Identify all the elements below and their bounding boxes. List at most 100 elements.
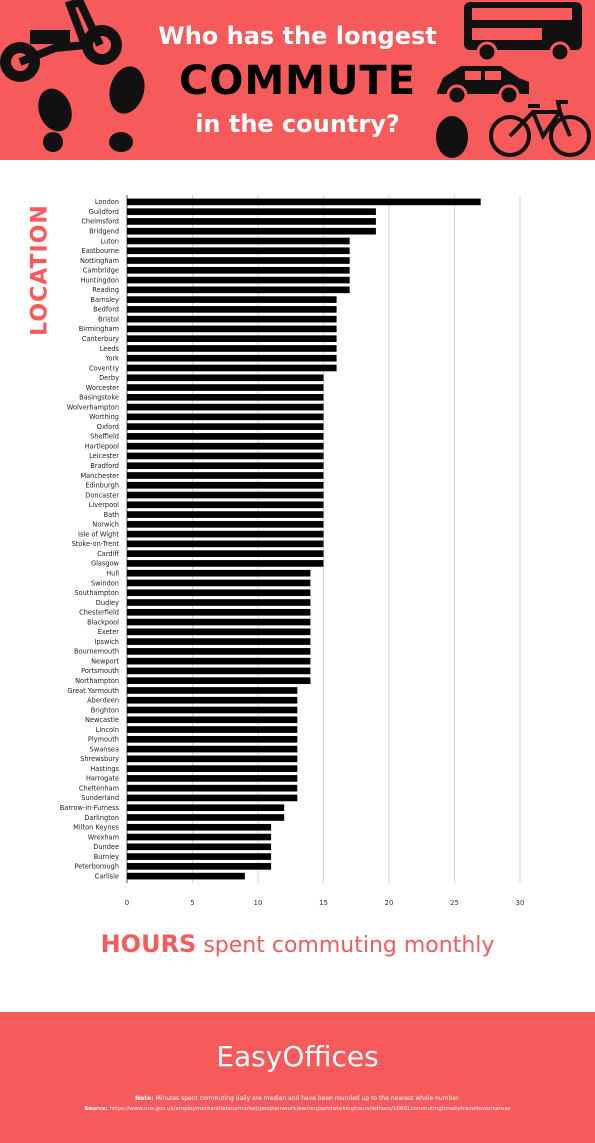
bar (127, 237, 350, 245)
y-tick-label: Aberdeen (87, 697, 119, 705)
bar (127, 286, 350, 294)
y-tick-label: Plymouth (88, 736, 119, 744)
footprint-icon (38, 66, 145, 152)
y-tick-label: Liverpool (89, 501, 119, 509)
bar (127, 354, 337, 362)
bar (127, 491, 324, 499)
bar (127, 863, 272, 870)
header-banner: Who has the longest COMMUTE in the count… (0, 0, 595, 160)
bar (127, 335, 337, 343)
bar (127, 560, 324, 567)
x-axis-title: HOURS spent commuting monthly (0, 930, 595, 958)
bar (127, 667, 311, 675)
bar (127, 687, 298, 694)
y-tick-label: Dudley (96, 599, 119, 607)
y-tick-label: Glasgow (91, 560, 120, 568)
x-tick-label: 0 (125, 899, 129, 907)
bar (127, 208, 376, 215)
y-tick-label: Exeter (98, 628, 120, 636)
y-tick-label: Portsmouth (81, 667, 119, 675)
y-tick-label: Sheffield (90, 433, 119, 441)
bar (127, 540, 324, 548)
title-line-1: Who has the longest (158, 22, 437, 50)
bar (127, 745, 298, 753)
note-label: Note: (135, 1095, 154, 1102)
bar (127, 472, 324, 479)
bar (127, 638, 311, 645)
bar (127, 735, 298, 743)
y-tick-label: Newcastle (85, 716, 119, 724)
y-tick-label: Carlisle (95, 872, 119, 880)
y-tick-label: Bristol (98, 315, 119, 323)
y-tick-label: Coventry (89, 364, 119, 372)
x-tick-label: 20 (385, 899, 394, 907)
y-tick-label: Isle of Wight (78, 530, 119, 538)
bar (127, 794, 298, 802)
bar (127, 657, 311, 665)
y-tick-label: Bridgend (89, 228, 119, 236)
y-tick-label: Bradford (90, 462, 119, 470)
bar (127, 247, 350, 255)
y-tick-label: Eastbourne (82, 247, 119, 255)
y-tick-label: Southampton (74, 589, 119, 597)
bar (127, 706, 298, 714)
commute-bar-chart: 0 5 10 15 20 25 30 London Guildford Chelmsford Bri… (60, 195, 524, 907)
bar (127, 442, 324, 450)
x-axis-title-bold: HOURS (100, 930, 197, 958)
y-tick-label: Lincoln (96, 726, 119, 734)
note-text: Minutes spent commuting daily are median… (155, 1095, 460, 1102)
bar (127, 227, 376, 235)
x-tick-label: 5 (190, 899, 194, 907)
x-tick-label: 25 (450, 899, 459, 907)
title-line-3: in the country? (195, 110, 400, 138)
y-tick-label: Bedford (93, 306, 119, 314)
bar (127, 218, 376, 225)
bar (127, 550, 324, 557)
y-tick-label: Barnsley (90, 296, 119, 304)
bar (127, 618, 311, 626)
footer-banner (0, 1012, 595, 1143)
y-tick-label: Leicester (89, 452, 119, 460)
source-label: Source: (84, 1106, 108, 1112)
x-axis-title-rest: spent commuting monthly (203, 933, 495, 958)
bar (127, 853, 272, 860)
bar (127, 364, 337, 372)
bar (127, 530, 324, 538)
bar (127, 833, 272, 841)
y-tick-label: Derby (99, 374, 119, 382)
y-tick-label: Basingstoke (79, 394, 119, 402)
bar (127, 198, 481, 206)
bar (127, 696, 298, 704)
y-tick-label: York (104, 355, 119, 363)
bar (127, 257, 350, 264)
y-tick-label: Cardiff (97, 550, 119, 558)
bar (127, 501, 324, 509)
y-tick-label: Wolverhampton (67, 403, 119, 411)
bar (127, 648, 311, 655)
bicycle-icon (489, 100, 591, 157)
bar (127, 276, 350, 284)
bar (127, 511, 324, 518)
y-tick-label: Northampton (75, 677, 119, 685)
x-tick-label: 10 (254, 899, 263, 907)
y-tick-label: Burnley (94, 853, 119, 861)
y-tick-label: Huntingdon (81, 276, 120, 284)
x-tick-label: 15 (319, 899, 328, 907)
bar (127, 755, 298, 763)
bar (127, 521, 324, 528)
y-tick-label: Stoke-on-Trent (72, 540, 120, 548)
bar (127, 306, 337, 313)
y-tick-label: Barrow-in-Furness (60, 804, 120, 812)
y-tick-label: Worcester (86, 384, 119, 392)
bus-icon (464, 2, 582, 62)
bar (127, 403, 324, 411)
y-tick-label: Swindon (91, 579, 119, 587)
y-tick-label: Hartlepool (85, 442, 119, 450)
y-tick-label: Chelmsford (81, 218, 119, 226)
bar (127, 608, 311, 616)
y-tick-label: Canterbury (82, 335, 119, 343)
scooter-icon (0, 0, 122, 82)
bar (127, 726, 298, 733)
bar (127, 843, 272, 851)
bar (127, 814, 285, 821)
